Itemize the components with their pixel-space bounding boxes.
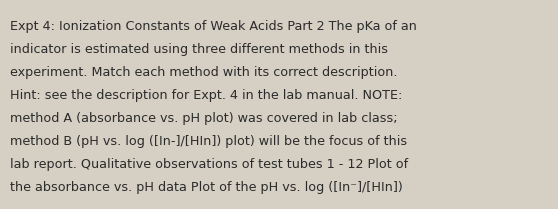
Text: method B (pH vs. log ([In-]/[HIn]) plot) will be the focus of this: method B (pH vs. log ([In-]/[HIn]) plot)…: [10, 135, 407, 148]
Text: Hint: see the description for Expt. 4 in the lab manual. NOTE:: Hint: see the description for Expt. 4 in…: [10, 89, 402, 102]
Text: method A (absorbance vs. pH plot) was covered in lab class;: method A (absorbance vs. pH plot) was co…: [10, 112, 398, 125]
Text: the absorbance vs. pH data Plot of the pH vs. log ([In⁻]/[HIn]): the absorbance vs. pH data Plot of the p…: [10, 181, 403, 194]
Text: indicator is estimated using three different methods in this: indicator is estimated using three diffe…: [10, 43, 388, 56]
Text: Expt 4: Ionization Constants of Weak Acids Part 2 The pKa of an: Expt 4: Ionization Constants of Weak Aci…: [10, 20, 417, 33]
Text: lab report. Qualitative observations of test tubes 1 - 12 Plot of: lab report. Qualitative observations of …: [10, 158, 408, 171]
Text: experiment. Match each method with its correct description.: experiment. Match each method with its c…: [10, 66, 397, 79]
